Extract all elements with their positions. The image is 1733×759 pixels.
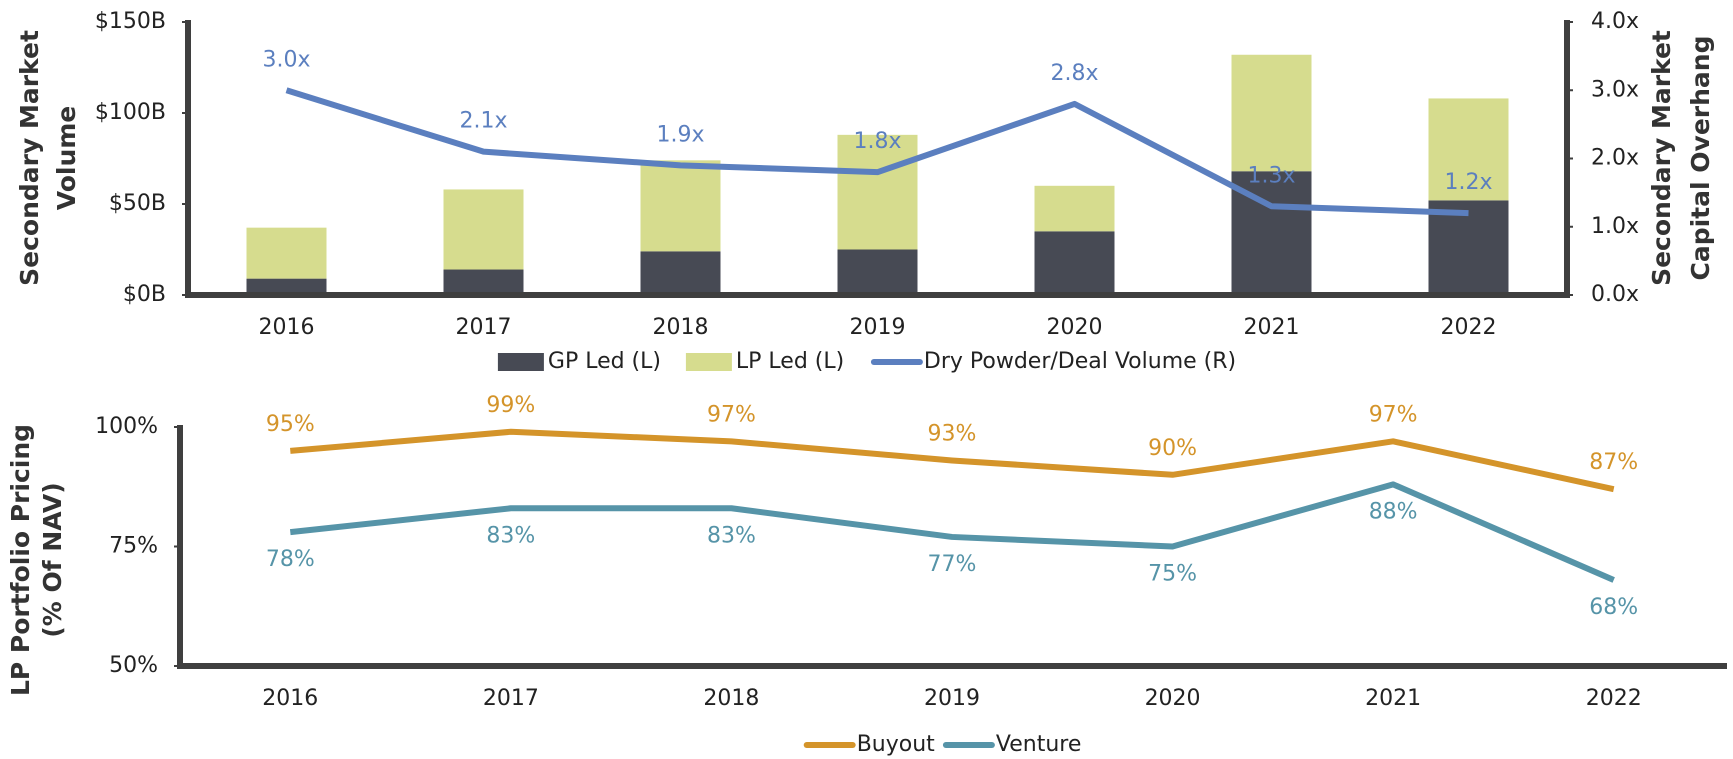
legend-label: Venture [996, 732, 1082, 757]
bar [837, 249, 918, 295]
x-tick-label: 2018 [653, 315, 709, 340]
x-tick-label: 2021 [1244, 315, 1300, 340]
data-label: 1.2x [1444, 170, 1492, 195]
data-label: 97% [707, 402, 756, 427]
data-label: 95% [266, 412, 315, 437]
legend-label: Dry Powder/Deal Volume (R) [924, 349, 1236, 374]
data-label: 83% [486, 523, 535, 548]
y-axis-title: (% Of NAV) [38, 482, 67, 637]
y-tick-label: 75% [109, 534, 158, 559]
y-axis-title: LP Portfolio Pricing [6, 424, 35, 696]
data-label: 88% [1369, 499, 1418, 524]
y-tick-label: $150B [95, 9, 166, 34]
y2-tick-label: 1.0x [1591, 214, 1639, 239]
line [289, 481, 1615, 583]
y2-tick-label: 4.0x [1591, 9, 1639, 34]
line [285, 87, 1469, 217]
bar [246, 227, 327, 279]
x-tick-label: 2019 [924, 686, 980, 711]
data-label: 78% [266, 547, 315, 572]
bar [443, 189, 524, 270]
legend-label: GP Led (L) [548, 349, 661, 374]
y-tick-label: $0B [123, 282, 166, 307]
bar [1034, 231, 1115, 295]
bar [1034, 185, 1115, 232]
line [290, 428, 1615, 493]
legend-swatch [497, 353, 544, 371]
data-label: 2.1x [459, 109, 507, 134]
y-tick-label: $100B [95, 100, 166, 125]
x-tick-label: 2022 [1586, 686, 1642, 711]
x-tick-label: 2020 [1145, 686, 1201, 711]
data-label: 1.3x [1247, 163, 1295, 188]
x-tick-label: 2022 [1441, 315, 1497, 340]
x-tick-label: 2017 [483, 686, 539, 711]
bar [640, 251, 721, 295]
legend-label: LP Led (L) [736, 349, 844, 374]
y2-axis-title: Capital Overhang [1686, 36, 1715, 281]
data-label: 83% [707, 523, 756, 548]
x-tick-label: 2016 [259, 315, 315, 340]
y2-axis-title: Secondary Market [1647, 30, 1676, 286]
bar [246, 278, 327, 295]
data-label: 1.9x [656, 122, 704, 147]
x-tick-label: 2018 [703, 686, 759, 711]
y-axis-title: Secondary Market [15, 30, 44, 286]
data-label: 97% [1369, 402, 1418, 427]
y2-tick-label: 0.0x [1591, 282, 1639, 307]
legend-swatch [685, 353, 732, 371]
data-label: 90% [1148, 436, 1197, 461]
data-label: 99% [486, 393, 535, 418]
data-label: 93% [928, 421, 977, 446]
data-label: 1.8x [853, 129, 901, 154]
y-tick-label: 100% [95, 414, 158, 439]
data-label: 75% [1148, 562, 1197, 587]
data-label: 2.8x [1050, 61, 1098, 86]
legend-label: Buyout [857, 732, 935, 757]
y2-tick-label: 3.0x [1591, 77, 1639, 102]
data-label: 68% [1589, 595, 1638, 620]
data-label: 77% [928, 552, 977, 577]
x-tick-label: 2020 [1047, 315, 1103, 340]
x-tick-label: 2021 [1365, 686, 1421, 711]
x-tick-label: 2016 [262, 686, 318, 711]
bar [443, 269, 524, 295]
bar [1428, 98, 1509, 201]
y-tick-label: $50B [109, 191, 166, 216]
y-tick-label: 50% [109, 653, 158, 678]
x-tick-label: 2017 [456, 315, 512, 340]
bar [1231, 54, 1312, 172]
data-label: 87% [1589, 450, 1638, 475]
y2-tick-label: 2.0x [1591, 146, 1639, 171]
bar [1428, 200, 1509, 295]
bar [837, 134, 918, 250]
data-label: 3.0x [262, 47, 310, 72]
bar [640, 160, 721, 252]
y-axis-title: Volume [52, 106, 81, 211]
x-tick-label: 2019 [850, 315, 906, 340]
